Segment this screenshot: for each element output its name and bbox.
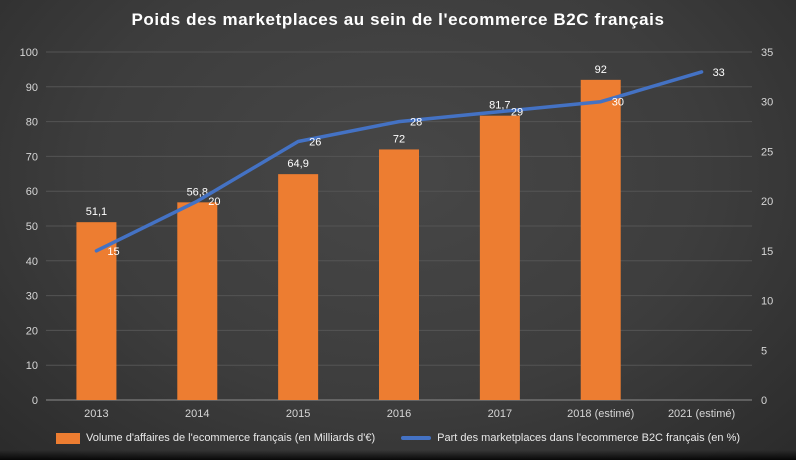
right-axis-tick-label: 30 [761, 97, 773, 109]
left-axis-tick-label: 100 [20, 47, 38, 59]
line-data-label: 26 [309, 136, 321, 148]
left-axis-tick-label: 60 [26, 186, 38, 198]
bar [278, 174, 319, 400]
bar-data-label: 64,9 [287, 158, 308, 170]
left-axis-tick-label: 90 [26, 82, 38, 94]
legend-item-line-series: Part des marketplaces dans l'ecommerce B… [401, 432, 740, 444]
left-axis-tick-label: 50 [26, 221, 38, 233]
x-axis-category-label: 2014 [185, 408, 209, 420]
bar [177, 202, 218, 400]
bar-series-swatch-icon [55, 432, 80, 444]
left-axis-tick-label: 80 [26, 117, 38, 129]
right-axis-tick-label: 5 [761, 345, 767, 357]
trend-line [94, 70, 704, 253]
right-axis-tick-label: 35 [761, 47, 773, 59]
legend-line-series-label: Part des marketplaces dans l'ecommerce B… [437, 432, 741, 444]
x-axis-category-label: 2015 [286, 408, 310, 420]
line-data-label: 30 [612, 97, 624, 109]
left-axis-tick-label: 0 [32, 395, 38, 407]
line-data-label: 20 [208, 196, 220, 208]
x-axis-category-label: 2016 [387, 408, 411, 420]
bar-data-label: 51,1 [86, 206, 107, 218]
right-axis-tick-label: 0 [761, 395, 767, 407]
bar [479, 115, 520, 401]
bar-data-label: 92 [595, 64, 607, 76]
bar-data-label: 81,7 [489, 100, 510, 112]
legend-bar-series-label: Volume d'affaires de l'ecommerce françai… [85, 432, 376, 444]
left-axis-tick-label: 10 [26, 360, 38, 372]
right-axis-tick-label: 10 [761, 296, 773, 308]
left-axis-tick-label: 40 [26, 256, 38, 268]
bar-data-label: 72 [393, 133, 405, 145]
line-data-label: 33 [713, 67, 725, 79]
x-axis-category-label: 2013 [84, 408, 108, 420]
bar [379, 149, 419, 400]
left-axis-tick-label: 70 [26, 151, 38, 163]
right-axis-tick-label: 25 [761, 146, 773, 158]
x-axis-category-label: 2017 [488, 408, 512, 420]
left-axis-tick-label: 30 [26, 291, 38, 303]
chart-legend: Volume d'affaires de l'ecommerce françai… [0, 432, 796, 444]
chart-title: Poids des marketplaces au sein de l'ecom… [131, 10, 665, 29]
line-data-label: 28 [410, 117, 422, 129]
right-axis-tick-label: 20 [761, 196, 773, 208]
legend-item-bar-series: Volume d'affaires de l'ecommerce françai… [55, 432, 376, 444]
line-data-label: 29 [511, 107, 523, 119]
right-axis-tick-label: 15 [761, 246, 773, 258]
bottom-shadow-strip [0, 450, 796, 460]
line-data-label: 15 [107, 246, 119, 258]
line-series-swatch-icon [401, 436, 432, 440]
bar-data-label: 56,8 [187, 186, 208, 198]
left-axis-tick-label: 20 [26, 325, 38, 337]
x-axis-category-label: 2018 (estimé) [567, 408, 634, 420]
bar [580, 79, 621, 400]
x-axis-category-label: 2021 (estimé) [668, 408, 735, 420]
